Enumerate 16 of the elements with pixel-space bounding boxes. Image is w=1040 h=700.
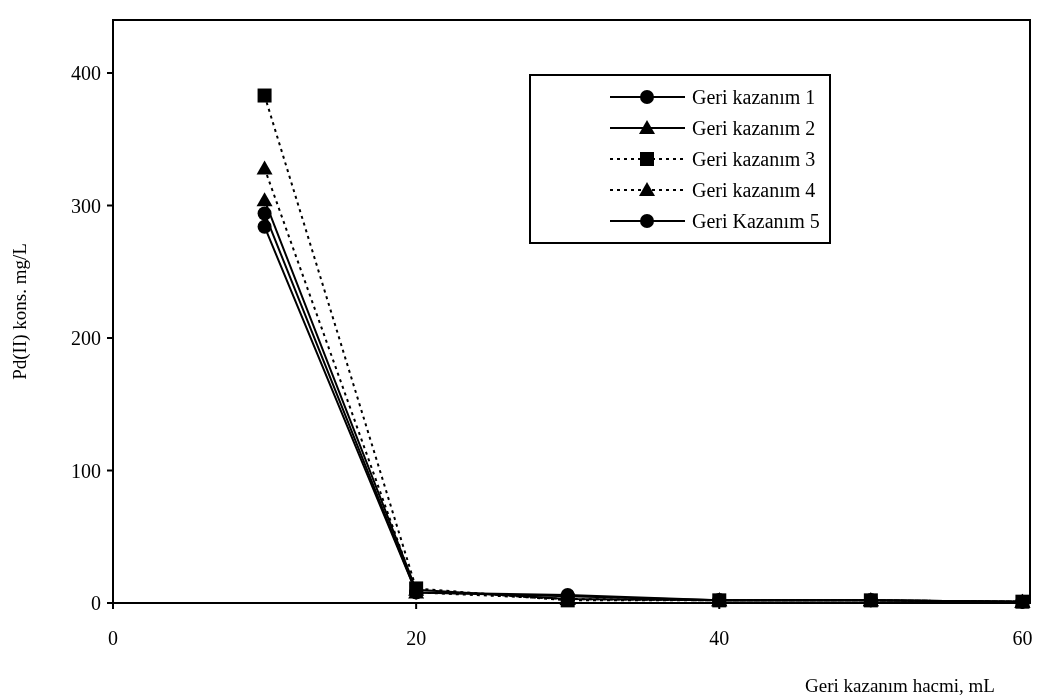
x-tick-label: 40 — [709, 627, 730, 649]
y-tick-label: 0 — [91, 592, 101, 614]
x-tick-label: 60 — [1012, 627, 1033, 649]
y-tick-label: 400 — [71, 62, 101, 84]
x-tick-label: 20 — [406, 627, 427, 649]
legend-label: Geri kazanım 4 — [692, 179, 816, 201]
y-tick-label: 100 — [71, 459, 101, 482]
legend-label: Geri Kazanım 5 — [692, 210, 820, 232]
y-axis-title: Pd(II) kons. mg/L — [9, 243, 31, 380]
legend-label: Geri kazanım 3 — [692, 148, 816, 170]
y-tick-label: 300 — [71, 194, 101, 217]
legend-label: Geri kazanım 1 — [692, 86, 816, 108]
x-tick-label: 0 — [108, 627, 118, 649]
y-tick-label: 200 — [71, 327, 101, 349]
legend-label: Geri kazanım 2 — [692, 117, 816, 139]
x-axis-title: Geri kazanım hacmi, mL — [805, 675, 995, 696]
